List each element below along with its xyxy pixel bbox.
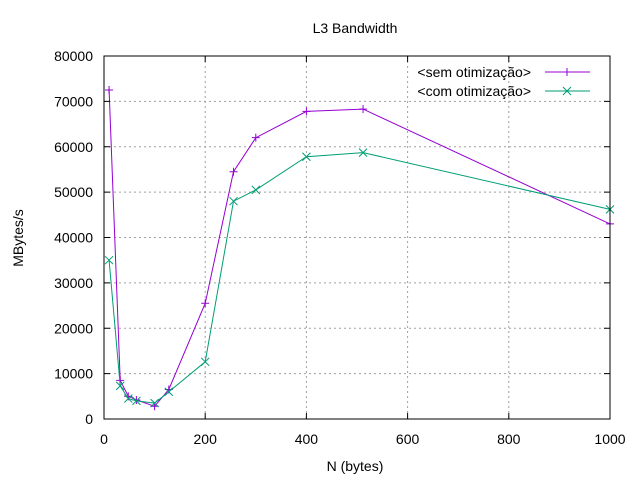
data-point (359, 105, 368, 114)
legend-marker (562, 86, 572, 96)
data-point (164, 387, 174, 397)
data-point (358, 148, 368, 158)
x-tick-label: 0 (100, 431, 108, 447)
x-tick-label: 600 (396, 431, 420, 447)
tick-layer: 0 200 400 600 800 100001000020000300004000050… (54, 48, 626, 447)
legend-item-2: <com otimização> (417, 83, 590, 99)
y-tick-label: 0 (85, 411, 93, 427)
legend-label: <com otimização> (417, 83, 531, 99)
data-point (105, 86, 114, 95)
x-tick-label: 800 (497, 431, 521, 447)
y-tick-label: 70000 (54, 93, 93, 109)
y-tick-label: 50000 (54, 184, 93, 200)
x-axis-label: N (bytes) (327, 458, 384, 474)
data-point (302, 152, 311, 162)
x-tick-label: 400 (295, 431, 319, 447)
data-point (123, 394, 133, 403)
legend-item-1: <sem otimização> (417, 64, 590, 80)
data-point (201, 299, 210, 308)
y-tick-label: 30000 (54, 275, 93, 291)
data-point (251, 133, 260, 142)
series-2 (104, 148, 615, 408)
series-line (108, 152, 611, 404)
chart-title: L3 Bandwidth (313, 20, 398, 36)
legend-marker (563, 68, 571, 76)
series-layer (104, 86, 615, 411)
data-point (229, 167, 238, 176)
data-point (150, 398, 159, 408)
y-tick-label: 20000 (54, 320, 93, 336)
x-tick-label: 1000 (594, 431, 625, 447)
legend-label: <sem otimização> (417, 64, 531, 80)
series-1 (105, 86, 614, 411)
series-line (108, 89, 611, 407)
data-point (302, 107, 311, 116)
data-point (115, 381, 125, 391)
data-point (104, 255, 114, 265)
data-point (251, 185, 261, 195)
x-tick-label: 200 (194, 431, 218, 447)
y-tick-label: 60000 (54, 139, 93, 155)
y-tick-label: 10000 (54, 366, 93, 382)
legend: <sem otimização> <com otimização> (417, 64, 590, 99)
data-point (132, 396, 141, 406)
y-tick-label: 40000 (54, 230, 93, 246)
y-tick-label: 80000 (54, 48, 93, 64)
grid-layer (104, 56, 610, 419)
data-point (200, 357, 210, 367)
y-axis-label: MBytes/s (10, 209, 26, 267)
data-point (229, 196, 238, 206)
